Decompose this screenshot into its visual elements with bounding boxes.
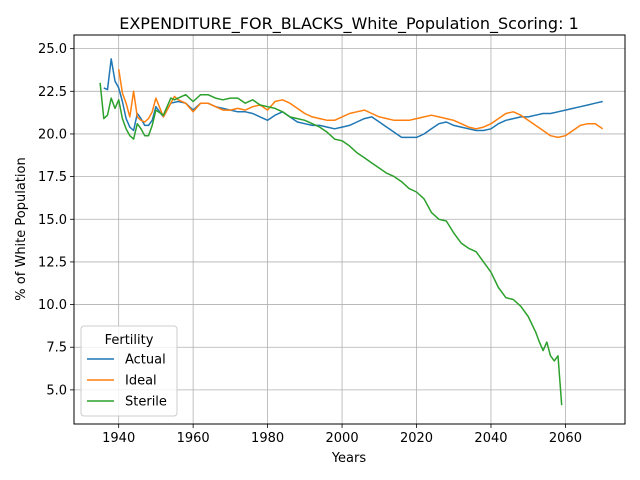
series-line-actual [103,58,603,139]
x-tick-label: 1960 [177,431,210,446]
plot-frame [73,34,626,425]
chart-title: EXPENDITURE_FOR_BLACKS_White_Population_… [119,14,579,34]
legend-label-sterile: Sterile [125,395,167,410]
x-tick-label: 1980 [251,431,284,446]
legend-box [80,325,178,417]
y-tick-label: 15.0 [38,213,67,228]
legend-entries: Actual Ideal Sterile [87,353,167,410]
legend-label-ideal: Ideal [125,374,157,389]
y-tick-label: 17.5 [38,170,67,185]
y-tick-label: 22.5 [38,85,67,100]
x-tick-label: 2020 [400,431,433,446]
y-tick-label: 20.0 [38,127,67,142]
legend-title: Fertility [105,333,154,348]
x-axis-label: Years [331,451,367,466]
x-tick-label: 2040 [474,431,507,446]
y-axis: 5.0 7.5 10.0 12.5 15.0 17.5 20.0 22.5 25.0 [38,42,74,398]
x-axis: 1940 1960 1980 2000 2020 2040 2060 [102,424,582,446]
x-tick-label: 1940 [102,431,135,446]
y-tick-label: 7.5 [46,341,67,356]
y-tick-label: 12.5 [38,255,67,270]
y-tick-label: 10.0 [38,298,67,313]
y-tick-label: 5.0 [46,383,67,398]
x-tick-label: 2060 [549,431,582,446]
legend: Fertility Actual Ideal Sterile [80,325,178,417]
x-tick-label: 2000 [326,431,359,446]
legend-label-actual: Actual [125,353,166,368]
series-layer [99,58,604,406]
series-line-ideal [117,68,604,139]
series-line-sterile [99,82,563,406]
y-axis-label: % of White Population [14,157,29,300]
y-tick-label: 25.0 [38,42,67,57]
